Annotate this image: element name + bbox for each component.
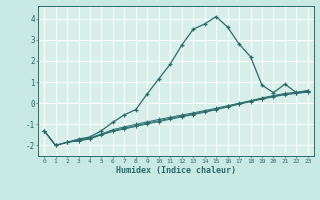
X-axis label: Humidex (Indice chaleur): Humidex (Indice chaleur)	[116, 166, 236, 175]
